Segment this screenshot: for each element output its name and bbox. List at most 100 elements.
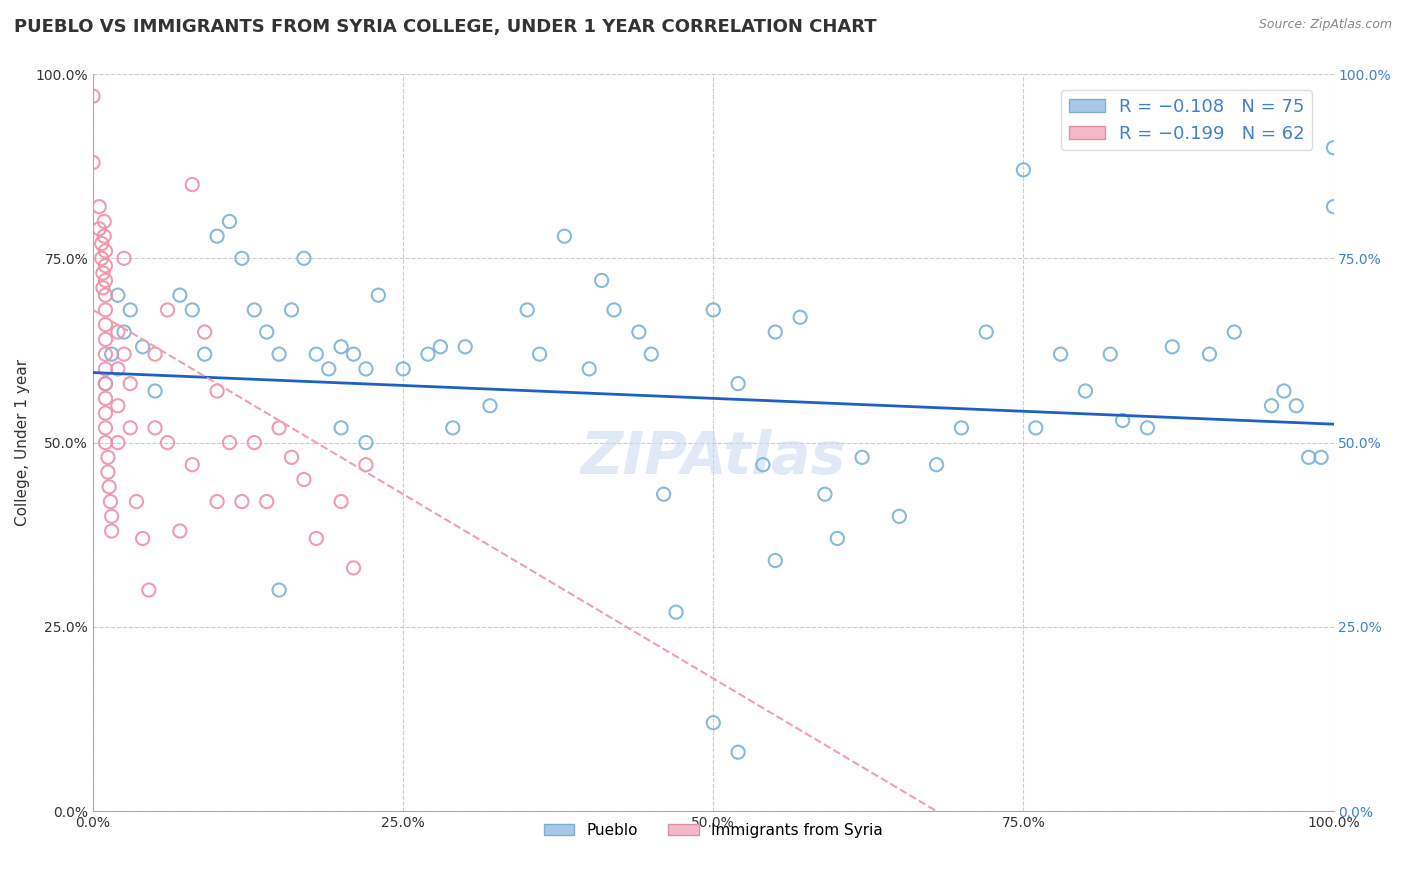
Point	[90, 252, 112, 266]
Legend: Pueblo, Immigrants from Syria: Pueblo, Immigrants from Syria	[537, 817, 889, 844]
Point	[91, 281, 114, 295]
Point	[1285, 399, 1308, 413]
Point	[181, 178, 204, 192]
Point	[94, 244, 117, 258]
Point	[143, 384, 166, 398]
Point	[94, 332, 117, 346]
Point	[1223, 325, 1246, 339]
Text: PUEBLO VS IMMIGRANTS FROM SYRIA COLLEGE, UNDER 1 YEAR CORRELATION CHART: PUEBLO VS IMMIGRANTS FROM SYRIA COLLEGE,…	[14, 18, 877, 36]
Point	[120, 421, 142, 435]
Point	[416, 347, 439, 361]
Point	[94, 288, 117, 302]
Point	[89, 222, 111, 236]
Point	[591, 273, 613, 287]
Point	[138, 582, 160, 597]
Point	[100, 494, 122, 508]
Point	[94, 259, 117, 273]
Point	[292, 473, 315, 487]
Point	[578, 362, 600, 376]
Point	[429, 340, 451, 354]
Point	[529, 347, 551, 361]
Point	[131, 532, 153, 546]
Point	[143, 347, 166, 361]
Point	[827, 532, 849, 546]
Point	[94, 362, 117, 376]
Point	[143, 421, 166, 435]
Point	[814, 487, 837, 501]
Point	[82, 89, 104, 103]
Point	[441, 421, 464, 435]
Point	[169, 288, 191, 302]
Point	[763, 553, 786, 567]
Point	[292, 252, 315, 266]
Point	[763, 325, 786, 339]
Point	[156, 302, 179, 317]
Y-axis label: College, Under 1 year: College, Under 1 year	[15, 359, 30, 526]
Point	[974, 325, 997, 339]
Point	[131, 340, 153, 354]
Point	[1272, 384, 1295, 398]
Point	[93, 229, 115, 244]
Point	[269, 347, 291, 361]
Point	[516, 302, 538, 317]
Point	[94, 435, 117, 450]
Point	[112, 252, 135, 266]
Point	[652, 487, 675, 501]
Point	[330, 340, 353, 354]
Point	[89, 200, 111, 214]
Point	[120, 302, 142, 317]
Point	[94, 347, 117, 361]
Point	[100, 347, 122, 361]
Point	[1111, 413, 1133, 427]
Point	[1161, 340, 1184, 354]
Point	[889, 509, 911, 524]
Point	[727, 745, 749, 759]
Point	[156, 435, 179, 450]
Point	[107, 325, 129, 339]
Point	[318, 362, 340, 376]
Point	[91, 266, 114, 280]
Point	[640, 347, 662, 361]
Point	[330, 421, 353, 435]
Point	[269, 421, 291, 435]
Point	[1074, 384, 1097, 398]
Point	[1049, 347, 1071, 361]
Point	[1198, 347, 1220, 361]
Point	[194, 325, 217, 339]
Point	[94, 376, 117, 391]
Point	[94, 392, 117, 406]
Point	[354, 435, 377, 450]
Point	[280, 450, 302, 465]
Point	[1099, 347, 1122, 361]
Point	[243, 435, 266, 450]
Point	[280, 302, 302, 317]
Point	[97, 450, 120, 465]
Point	[97, 465, 120, 479]
Point	[479, 399, 502, 413]
Point	[354, 458, 377, 472]
Point	[367, 288, 389, 302]
Point	[950, 421, 973, 435]
Point	[125, 494, 148, 508]
Point	[94, 318, 117, 332]
Point	[107, 288, 129, 302]
Point	[1260, 399, 1282, 413]
Point	[330, 494, 353, 508]
Point	[1310, 450, 1333, 465]
Point	[94, 302, 117, 317]
Point	[82, 155, 104, 169]
Point	[169, 524, 191, 538]
Point	[305, 347, 328, 361]
Point	[256, 494, 278, 508]
Point	[100, 509, 122, 524]
Point	[305, 532, 328, 546]
Point	[392, 362, 415, 376]
Point	[94, 376, 117, 391]
Point	[181, 458, 204, 472]
Point	[1322, 141, 1344, 155]
Point	[665, 605, 688, 619]
Point	[181, 302, 204, 317]
Point	[851, 450, 873, 465]
Point	[94, 273, 117, 287]
Point	[231, 494, 253, 508]
